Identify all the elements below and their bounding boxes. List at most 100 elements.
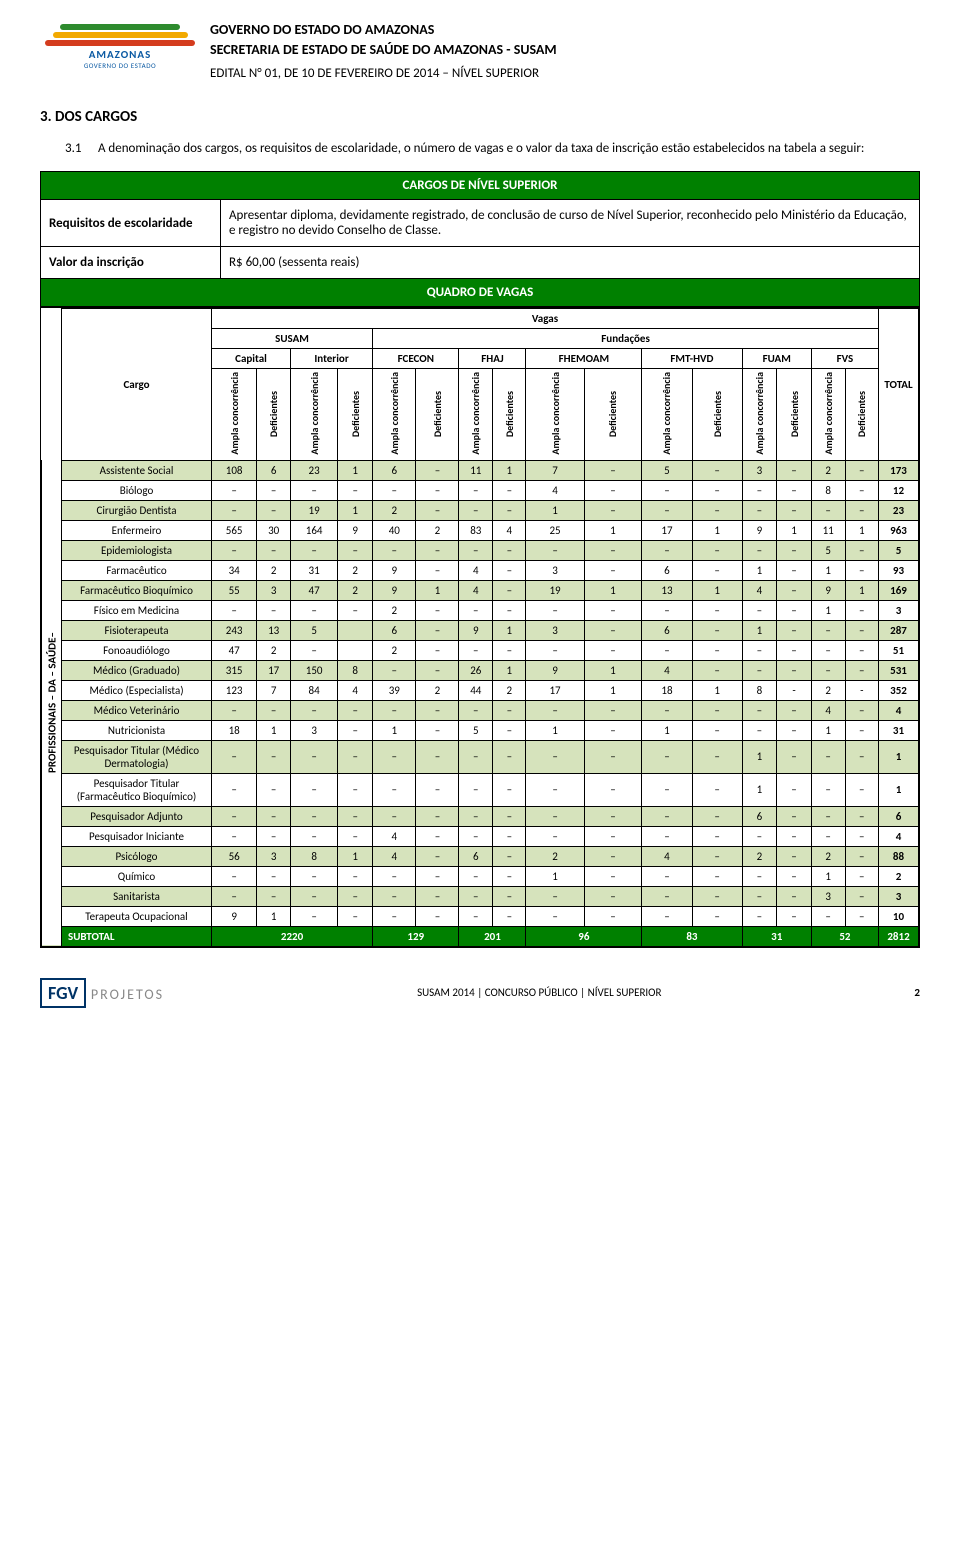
header-line1: GOVERNO DO ESTADO DO AMAZONAS: [210, 20, 920, 40]
value-cell: –: [642, 906, 692, 926]
value-cell: –: [290, 740, 337, 773]
value-cell: –: [338, 826, 373, 846]
value-cell: –: [811, 740, 845, 773]
value-cell: –: [584, 720, 642, 740]
value-cell: –: [642, 540, 692, 560]
fee-label: Valor da inscrição: [41, 247, 221, 279]
value-cell: 6: [459, 846, 493, 866]
subtotal-row: SUBTOTAL2220129201968331522812: [42, 926, 919, 946]
fgv-main: FGV: [40, 978, 86, 1008]
th-org-2: FHEMOAM: [526, 349, 642, 369]
value-cell: –: [642, 740, 692, 773]
value-cell: –: [416, 620, 459, 640]
value-cell: 1: [742, 620, 777, 640]
th-org-4: FUAM: [742, 349, 811, 369]
value-cell: –: [811, 906, 845, 926]
value-cell: –: [777, 560, 812, 580]
value-cell: –: [526, 540, 584, 560]
total-cell: 173: [879, 460, 919, 480]
value-cell: 7: [526, 460, 584, 480]
value-cell: –: [742, 906, 777, 926]
value-cell: 5: [642, 460, 692, 480]
value-cell: –: [416, 540, 459, 560]
value-cell: 2: [338, 560, 373, 580]
value-cell: –: [459, 540, 493, 560]
value-cell: –: [257, 540, 291, 560]
value-cell: –: [642, 500, 692, 520]
value-cell: –: [642, 866, 692, 886]
value-cell: –: [212, 773, 257, 806]
section-item-text: A denominação dos cargos, os requisitos …: [98, 141, 864, 156]
value-cell: –: [493, 740, 526, 773]
footer-center: SUSAM 2014 | CONCURSO PÚBLICO | NÍVEL SU…: [417, 986, 661, 999]
value-cell: 2: [257, 560, 291, 580]
value-cell: –: [459, 740, 493, 773]
th-org-0: FCECON: [373, 349, 459, 369]
value-cell: –: [493, 846, 526, 866]
value-cell: 9: [212, 906, 257, 926]
value-cell: 9: [811, 580, 845, 600]
value-cell: –: [526, 640, 584, 660]
value-cell: 1: [338, 460, 373, 480]
value-cell: 18: [212, 720, 257, 740]
total-cell: 10: [879, 906, 919, 926]
value-cell: –: [290, 906, 337, 926]
value-cell: 4: [526, 480, 584, 500]
value-cell: –: [493, 480, 526, 500]
cargo-cell: Farmacêutico: [62, 560, 212, 580]
value-cell: 4: [373, 826, 416, 846]
value-cell: 6: [373, 460, 416, 480]
table-row: Pesquisador Adjunto––––––––––––6–––6: [42, 806, 919, 826]
value-cell: –: [290, 640, 337, 660]
value-cell: 1: [811, 600, 845, 620]
value-cell: 1: [373, 720, 416, 740]
total-cell: 6: [879, 806, 919, 826]
value-cell: –: [692, 640, 742, 660]
cargos-title-bar: CARGOS DE NÍVEL SUPERIOR: [41, 172, 920, 200]
value-cell: 1: [811, 560, 845, 580]
value-cell: 2: [742, 846, 777, 866]
th-total: TOTAL: [879, 309, 919, 461]
document-header: AMAZONAS GOVERNO DO ESTADO GOVERNO DO ES…: [40, 20, 920, 83]
value-cell: –: [338, 740, 373, 773]
value-cell: –: [777, 540, 812, 560]
th-org-1: FHAJ: [459, 349, 526, 369]
value-cell: –: [212, 806, 257, 826]
side-label: PROFISSIONAIS – DA – SAÚDE–: [42, 460, 62, 946]
value-cell: –: [777, 700, 812, 720]
subtotal-total: 2812: [879, 926, 919, 946]
value-cell: 56: [212, 846, 257, 866]
total-cell: 1: [879, 740, 919, 773]
value-cell: –: [416, 846, 459, 866]
table-row: Psicólogo563814–6–2–4–2–2–88: [42, 846, 919, 866]
value-cell: 8: [742, 680, 777, 700]
value-cell: 3: [257, 580, 291, 600]
value-cell: –: [777, 773, 812, 806]
value-cell: –: [692, 866, 742, 886]
value-cell: 6: [642, 560, 692, 580]
value-cell: 4: [493, 520, 526, 540]
value-cell: –: [811, 806, 845, 826]
value-cell: –: [777, 480, 812, 500]
value-cell: 1: [526, 500, 584, 520]
value-cell: –: [742, 700, 777, 720]
value-cell: –: [742, 720, 777, 740]
value-cell: –: [416, 773, 459, 806]
total-cell: 1: [879, 773, 919, 806]
value-cell: –: [845, 886, 879, 906]
value-cell: –: [338, 806, 373, 826]
value-cell: –: [290, 886, 337, 906]
table-row: Químico––––––––1–––––1–2: [42, 866, 919, 886]
subtotal-val: 201: [459, 926, 526, 946]
value-cell: –: [692, 886, 742, 906]
value-cell: –: [742, 500, 777, 520]
value-cell: –: [373, 773, 416, 806]
value-cell: 1: [584, 580, 642, 600]
total-cell: 93: [879, 560, 919, 580]
total-cell: 2: [879, 866, 919, 886]
value-cell: –: [845, 846, 879, 866]
total-cell: 531: [879, 660, 919, 680]
value-cell: –: [777, 600, 812, 620]
cargo-cell: Enfermeiro: [62, 520, 212, 540]
value-cell: –: [416, 660, 459, 680]
